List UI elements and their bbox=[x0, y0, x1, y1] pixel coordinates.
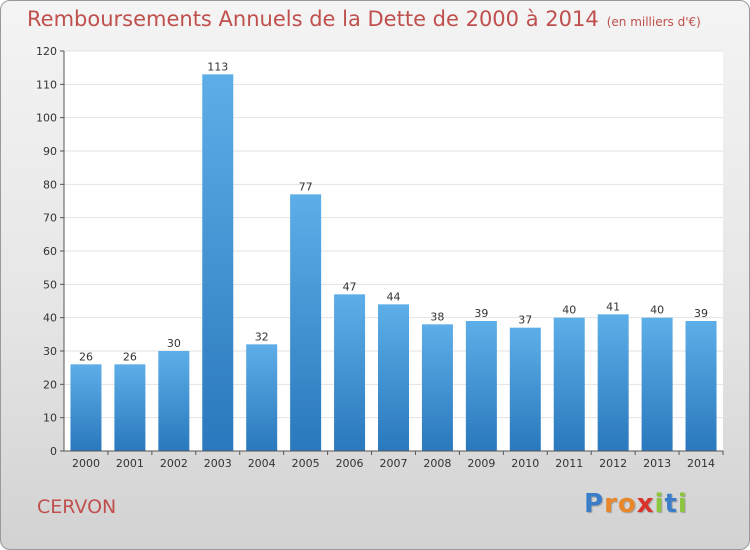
value-label-2001: 26 bbox=[123, 350, 137, 363]
y-tick-label: 90 bbox=[43, 145, 57, 158]
y-tick-label: 20 bbox=[43, 378, 57, 391]
bar-2007 bbox=[378, 304, 409, 451]
value-label-2014: 39 bbox=[694, 307, 708, 320]
x-tick-label-2004: 2004 bbox=[248, 457, 276, 470]
x-tick-label-2001: 2001 bbox=[116, 457, 144, 470]
bar-2006 bbox=[334, 294, 366, 451]
value-label-2013: 40 bbox=[650, 304, 664, 317]
chart-unit: (en milliers d'€) bbox=[606, 15, 701, 29]
value-label-2006: 47 bbox=[343, 280, 357, 293]
y-tick-label: 110 bbox=[36, 78, 57, 91]
x-tick-label-2008: 2008 bbox=[423, 457, 451, 470]
value-label-2008: 38 bbox=[430, 310, 444, 323]
bar-2004 bbox=[246, 344, 278, 451]
logo-letter: i bbox=[654, 489, 665, 519]
value-label-2010: 37 bbox=[518, 314, 532, 327]
y-tick-label: 50 bbox=[43, 278, 57, 291]
x-tick-label-2011: 2011 bbox=[555, 457, 583, 470]
x-tick-label-2013: 2013 bbox=[643, 457, 671, 470]
chart-title: Remboursements Annuels de la Dette de 20… bbox=[27, 7, 701, 31]
bar-2009 bbox=[465, 321, 497, 451]
bar-2001 bbox=[114, 364, 146, 451]
bar-2013 bbox=[641, 317, 673, 451]
bar-2012 bbox=[597, 314, 629, 451]
value-label-2004: 32 bbox=[255, 330, 269, 343]
x-tick-label-2006: 2006 bbox=[336, 457, 364, 470]
city-name: CERVON bbox=[37, 496, 117, 518]
proxiti-logo: Proxiti bbox=[584, 489, 688, 519]
y-tick-label: 60 bbox=[43, 245, 57, 258]
bar-2000 bbox=[70, 364, 102, 451]
chart-title-text: Remboursements Annuels de la Dette de 20… bbox=[27, 7, 599, 31]
y-tick-label: 70 bbox=[43, 212, 57, 225]
value-label-2011: 40 bbox=[562, 304, 576, 317]
x-tick-label-2002: 2002 bbox=[160, 457, 188, 470]
y-tick-label: 0 bbox=[50, 445, 57, 458]
logo-letter: t bbox=[664, 489, 678, 519]
logo-letter: i bbox=[677, 489, 688, 519]
logo-letter: P bbox=[584, 489, 605, 519]
bar-2003 bbox=[202, 74, 234, 451]
x-tick-label-2003: 2003 bbox=[204, 457, 232, 470]
bar-2008 bbox=[421, 324, 453, 451]
bar-2014 bbox=[685, 321, 717, 451]
x-tick-label-2005: 2005 bbox=[292, 457, 320, 470]
bar-2005 bbox=[290, 194, 322, 452]
bar-2011 bbox=[553, 317, 585, 451]
y-tick-label: 100 bbox=[36, 112, 57, 125]
value-label-2012: 41 bbox=[606, 300, 620, 313]
y-tick-label: 80 bbox=[43, 178, 57, 191]
x-tick-label-2014: 2014 bbox=[687, 457, 715, 470]
y-tick-label: 40 bbox=[43, 312, 57, 325]
logo-letter: o bbox=[617, 489, 637, 519]
logo-letter: x bbox=[636, 489, 655, 519]
x-tick-label-2000: 2000 bbox=[72, 457, 100, 470]
x-tick-label-2010: 2010 bbox=[511, 457, 539, 470]
y-tick-label: 30 bbox=[43, 345, 57, 358]
bar-2002 bbox=[158, 351, 190, 451]
x-tick-label-2007: 2007 bbox=[380, 457, 408, 470]
value-label-2000: 26 bbox=[79, 350, 93, 363]
value-label-2007: 44 bbox=[387, 290, 401, 303]
value-label-2005: 77 bbox=[299, 180, 313, 193]
bar-2010 bbox=[509, 327, 541, 451]
y-tick-label: 120 bbox=[36, 45, 57, 58]
x-tick-label-2009: 2009 bbox=[467, 457, 495, 470]
y-tick-label: 10 bbox=[43, 412, 57, 425]
value-label-2003: 113 bbox=[207, 60, 228, 73]
value-label-2009: 39 bbox=[474, 307, 488, 320]
x-tick-label-2012: 2012 bbox=[599, 457, 627, 470]
value-label-2002: 30 bbox=[167, 337, 181, 350]
logo-letter: r bbox=[604, 489, 618, 519]
